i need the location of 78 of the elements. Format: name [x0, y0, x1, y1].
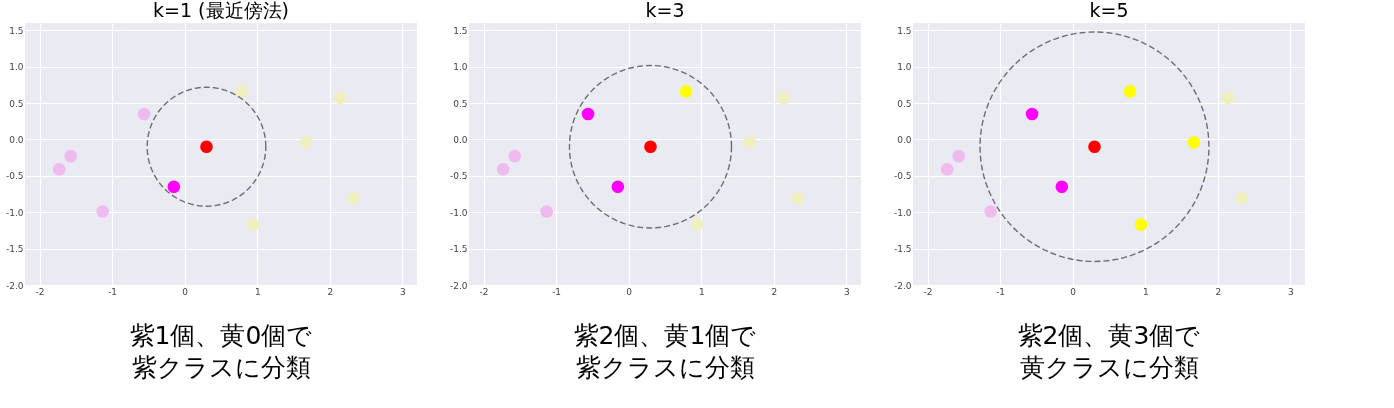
y-tick-label: -0.5 — [893, 171, 912, 182]
y-tick-label: 1.0 — [453, 62, 468, 73]
point — [1235, 192, 1249, 205]
x-tick-label: -2 — [479, 286, 489, 297]
y-tick-label: 0.0 — [9, 134, 24, 145]
y-tick-label: 1.5 — [453, 25, 468, 36]
x-tick-label: 2 — [771, 286, 778, 297]
y-tick-label: 1.5 — [9, 25, 24, 36]
x-tick-label: -1 — [996, 286, 1006, 297]
point — [540, 205, 553, 218]
x-tick-label: 3 — [400, 286, 406, 297]
x-tick-label: -1 — [108, 286, 118, 297]
point — [940, 162, 954, 176]
text: 紫2個、黄1個で紫クラスに分類 — [573, 321, 757, 382]
y-tick-label: 0.5 — [9, 98, 24, 109]
point — [1025, 107, 1039, 121]
point — [791, 192, 805, 205]
x-tick-label: 0 — [626, 286, 633, 297]
point — [1221, 91, 1235, 105]
point — [96, 205, 109, 218]
y-tick-label: -1.0 — [449, 207, 468, 218]
point — [679, 85, 693, 98]
chart-title: k=5 — [1089, 0, 1129, 21]
y-tick-label: -1.0 — [5, 207, 24, 218]
y-tick-label: 0.5 — [453, 98, 468, 109]
y-tick-label: -2.0 — [5, 280, 24, 291]
point — [52, 162, 66, 176]
x-tick-label: -2 — [35, 286, 45, 297]
x-tick-label: -1 — [552, 286, 562, 297]
point — [137, 107, 151, 121]
x-tick-label: -2 — [923, 286, 933, 297]
point — [1134, 218, 1148, 231]
y-tick-label: -1.5 — [5, 244, 24, 255]
y-tick-label: -2.0 — [893, 280, 912, 291]
y-tick-label: 1.0 — [897, 62, 912, 73]
point — [246, 218, 260, 231]
point — [581, 107, 595, 121]
point — [508, 149, 522, 163]
point — [777, 91, 791, 105]
x-tick-label: 0 — [182, 286, 189, 297]
chart-title: k=1 (最近傍法) — [153, 0, 289, 21]
x-tick-label: 3 — [844, 286, 850, 297]
point — [690, 218, 704, 231]
y-tick-label: -0.5 — [5, 171, 24, 182]
y-tick-label: -1.0 — [893, 207, 912, 218]
point — [952, 149, 966, 163]
x-tick-label: 0 — [1070, 286, 1077, 297]
x-tick-label: 1 — [1142, 286, 1149, 297]
x-tick-label: 1 — [254, 286, 261, 297]
point — [611, 180, 625, 194]
text: 紫2個、黄3個で黄クラスに分類 — [1017, 321, 1201, 382]
y-tick-label: 0.0 — [453, 134, 468, 145]
text: 紫1個、黄0個で紫クラスに分類 — [129, 321, 313, 382]
point — [984, 205, 997, 218]
point — [167, 180, 181, 194]
point — [333, 91, 347, 105]
y-tick-label: 0.5 — [897, 98, 912, 109]
chart-title: k=3 — [645, 0, 685, 21]
point — [1123, 85, 1137, 98]
point — [235, 85, 249, 98]
point — [64, 149, 78, 163]
point — [1055, 180, 1069, 194]
point — [1187, 136, 1201, 149]
x-tick-label: 2 — [327, 286, 334, 297]
point — [347, 192, 361, 205]
point — [743, 136, 757, 149]
y-tick-label: 0.0 — [897, 134, 912, 145]
y-tick-label: -2.0 — [449, 280, 468, 291]
x-tick-label: 3 — [1288, 286, 1294, 297]
y-tick-label: -0.5 — [449, 171, 468, 182]
point — [496, 162, 510, 176]
point — [299, 136, 313, 149]
y-tick-label: 1.0 — [9, 62, 24, 73]
x-tick-label: 2 — [1215, 286, 1222, 297]
x-tick-label: 1 — [698, 286, 705, 297]
y-tick-label: -1.5 — [893, 244, 912, 255]
y-tick-label: -1.5 — [449, 244, 468, 255]
y-tick-label: 1.5 — [897, 25, 912, 36]
